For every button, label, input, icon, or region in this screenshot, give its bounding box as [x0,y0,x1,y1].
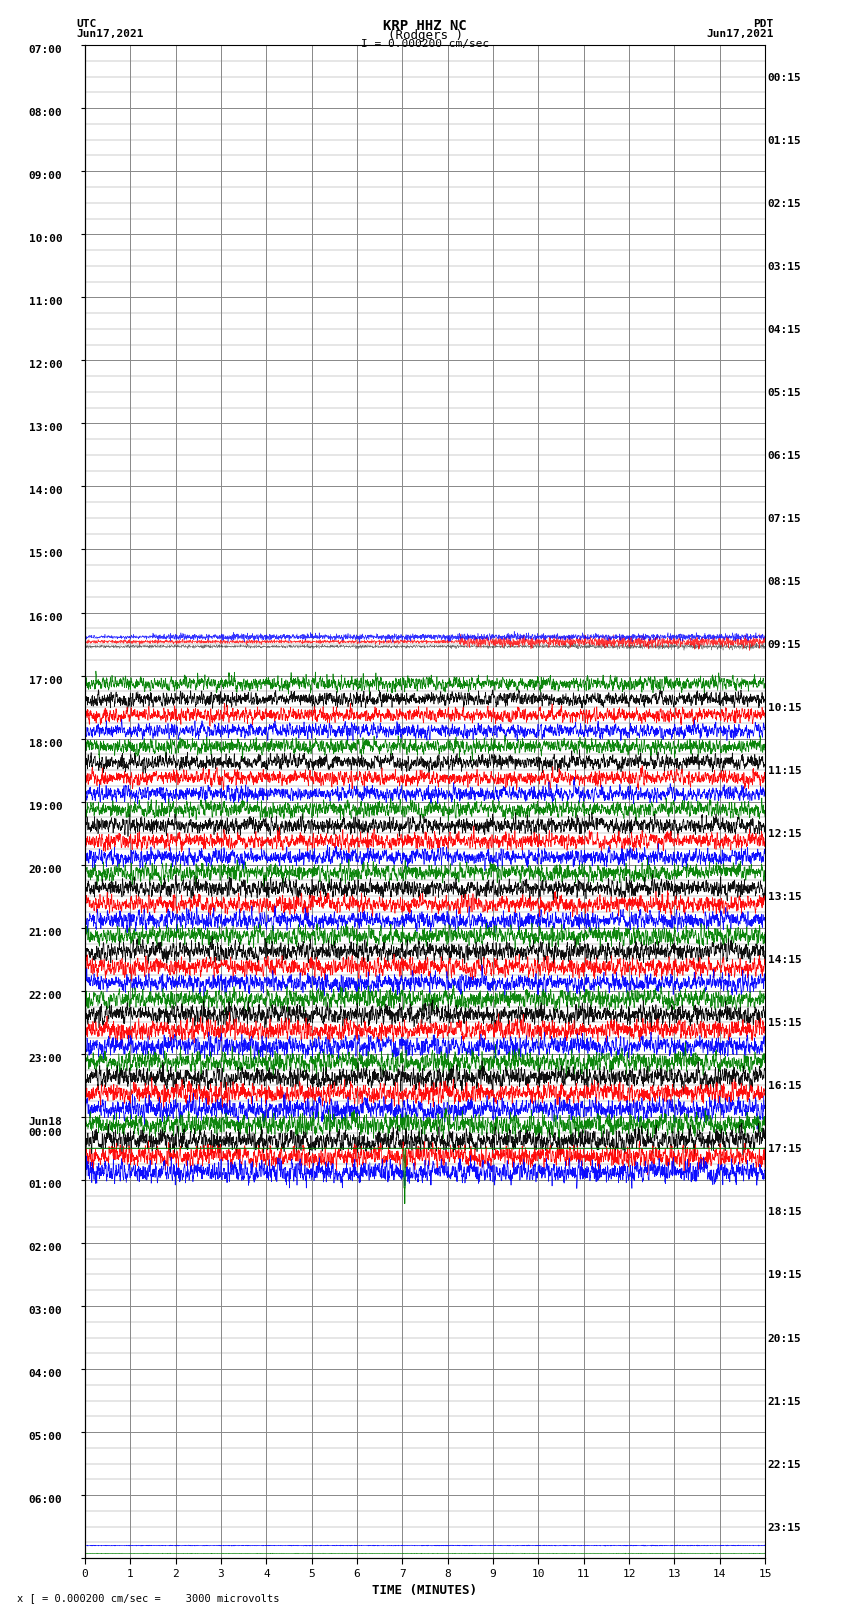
Text: 03:00: 03:00 [29,1307,62,1316]
Text: 09:00: 09:00 [29,171,62,181]
Text: 14:00: 14:00 [29,487,62,497]
Text: 22:00: 22:00 [29,990,62,1000]
Text: 18:00: 18:00 [29,739,62,748]
Text: 13:00: 13:00 [29,423,62,434]
Text: 12:00: 12:00 [29,360,62,371]
Text: Jun18
00:00: Jun18 00:00 [29,1116,62,1139]
Text: 17:00: 17:00 [29,676,62,686]
Text: UTC: UTC [76,19,97,29]
Text: (Rodgers ): (Rodgers ) [388,29,462,42]
Text: 23:00: 23:00 [29,1053,62,1065]
Text: 11:00: 11:00 [29,297,62,308]
Text: 01:00: 01:00 [29,1181,62,1190]
Text: 04:00: 04:00 [29,1369,62,1379]
Text: Jun17,2021: Jun17,2021 [76,29,144,39]
Text: 07:00: 07:00 [29,45,62,55]
Text: Jun17,2021: Jun17,2021 [706,29,774,39]
Text: I = 0.000200 cm/sec: I = 0.000200 cm/sec [361,39,489,48]
Text: PDT: PDT [753,19,774,29]
Text: 21:00: 21:00 [29,927,62,937]
Text: 08:00: 08:00 [29,108,62,118]
Text: x [ = 0.000200 cm/sec =    3000 microvolts: x [ = 0.000200 cm/sec = 3000 microvolts [17,1594,280,1603]
X-axis label: TIME (MINUTES): TIME (MINUTES) [372,1584,478,1597]
Text: 10:00: 10:00 [29,234,62,244]
Text: 20:00: 20:00 [29,865,62,874]
Text: 05:00: 05:00 [29,1432,62,1442]
Text: 02:00: 02:00 [29,1244,62,1253]
Text: 06:00: 06:00 [29,1495,62,1505]
Text: KRP HHZ NC: KRP HHZ NC [383,19,467,34]
Text: 16:00: 16:00 [29,613,62,623]
Text: 15:00: 15:00 [29,550,62,560]
Text: 19:00: 19:00 [29,802,62,811]
